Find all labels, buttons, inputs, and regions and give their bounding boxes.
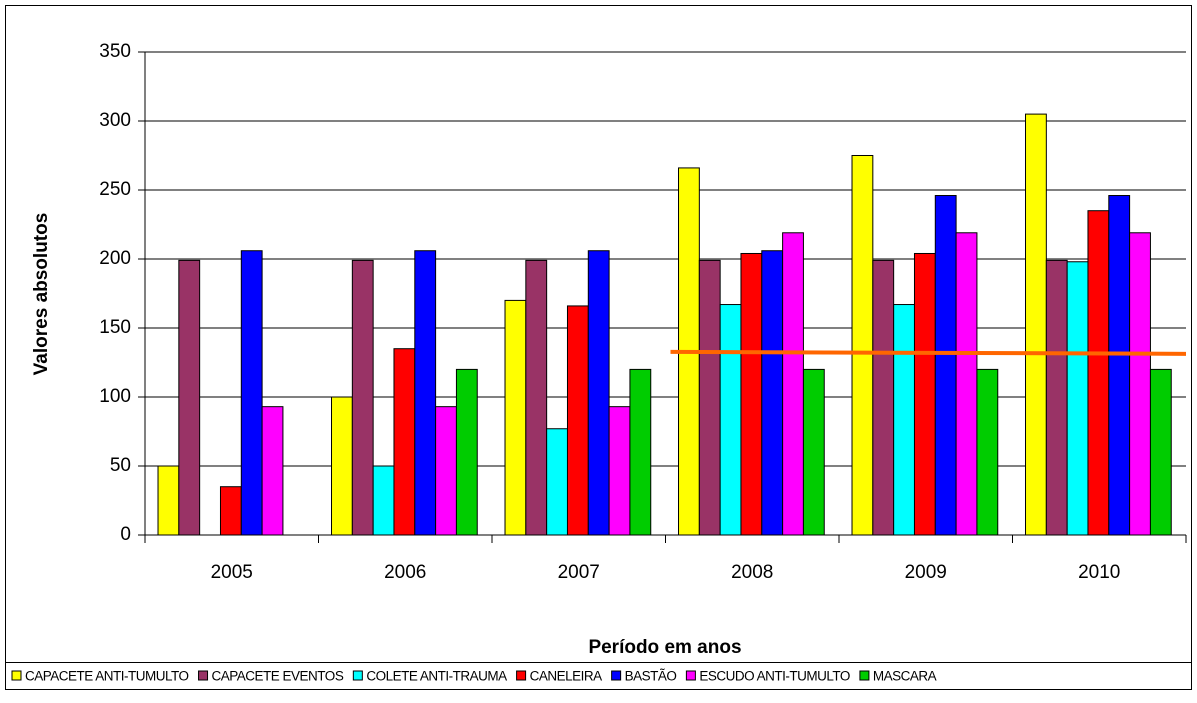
legend-label: ESCUDO ANTI-TUMULTO bbox=[699, 669, 850, 684]
bar bbox=[761, 250, 784, 536]
x-tick-label: 2006 bbox=[384, 562, 426, 583]
bar bbox=[608, 406, 631, 536]
x-tick-label: 2007 bbox=[558, 562, 600, 583]
bar bbox=[934, 195, 957, 536]
bar bbox=[976, 368, 999, 536]
bar bbox=[178, 259, 201, 536]
y-axis-label: Valores absolutos bbox=[31, 213, 52, 376]
bar bbox=[393, 348, 416, 536]
y-tick-label: 100 bbox=[99, 386, 131, 407]
bar bbox=[372, 465, 395, 536]
legend-swatch bbox=[611, 670, 622, 681]
x-tick-label: 2008 bbox=[731, 562, 773, 583]
bar bbox=[240, 250, 263, 536]
legend-box bbox=[5, 662, 1192, 690]
legend-label: CAPACETE EVENTOS bbox=[212, 669, 344, 684]
bar bbox=[1045, 259, 1068, 536]
bar bbox=[219, 486, 242, 536]
bar bbox=[698, 259, 721, 536]
y-tick-label: 300 bbox=[99, 110, 131, 131]
y-tick-label: 50 bbox=[110, 455, 131, 476]
bar bbox=[893, 304, 915, 536]
bar bbox=[566, 305, 589, 536]
bar bbox=[1149, 368, 1172, 536]
bar bbox=[414, 250, 437, 536]
y-tick-label: 350 bbox=[99, 41, 131, 62]
bar bbox=[331, 396, 353, 536]
x-tick-label: 2010 bbox=[1078, 562, 1120, 583]
y-tick-label: 250 bbox=[99, 179, 131, 200]
bar bbox=[851, 155, 874, 536]
bar bbox=[546, 428, 568, 536]
bar bbox=[1025, 113, 1047, 536]
legend-swatch bbox=[11, 670, 22, 681]
legend-label: BASTÃO bbox=[625, 669, 677, 684]
legend-swatch bbox=[859, 670, 870, 681]
bar bbox=[955, 232, 978, 536]
bar bbox=[525, 259, 548, 536]
bar bbox=[455, 368, 478, 536]
legend-label: MASCARA bbox=[873, 669, 937, 684]
y-tick-label: 150 bbox=[99, 317, 131, 338]
x-tick-label: 2009 bbox=[905, 562, 947, 583]
bar bbox=[802, 368, 825, 536]
y-tick-label: 0 bbox=[120, 524, 131, 545]
bar bbox=[351, 259, 374, 536]
bar bbox=[261, 406, 284, 536]
x-tick-label: 2005 bbox=[211, 562, 253, 583]
bar bbox=[1108, 195, 1131, 536]
bar bbox=[740, 252, 763, 536]
reference-line bbox=[670, 349, 1187, 356]
bar bbox=[1066, 261, 1089, 536]
x-axis-label: Período em anos bbox=[588, 637, 741, 658]
legend-swatch bbox=[685, 670, 696, 681]
bar bbox=[157, 465, 180, 536]
bar bbox=[1129, 232, 1151, 536]
bar bbox=[719, 304, 742, 536]
y-tick-label: 200 bbox=[99, 248, 131, 269]
bar bbox=[913, 252, 936, 536]
bar bbox=[587, 250, 610, 536]
legend-swatch bbox=[516, 670, 527, 681]
legend-label: CANELEIRA bbox=[530, 669, 603, 684]
bar bbox=[629, 368, 652, 536]
legend-swatch bbox=[198, 670, 209, 681]
legend-swatch bbox=[352, 670, 363, 681]
bar bbox=[872, 259, 895, 536]
legend-label: CAPACETE ANTI-TUMULTO bbox=[25, 669, 189, 684]
bar bbox=[782, 232, 804, 536]
bar bbox=[1087, 210, 1110, 536]
bar bbox=[504, 299, 527, 536]
legend-label: COLETE ANTI-TRAUMA bbox=[366, 669, 507, 684]
bar bbox=[435, 406, 457, 536]
